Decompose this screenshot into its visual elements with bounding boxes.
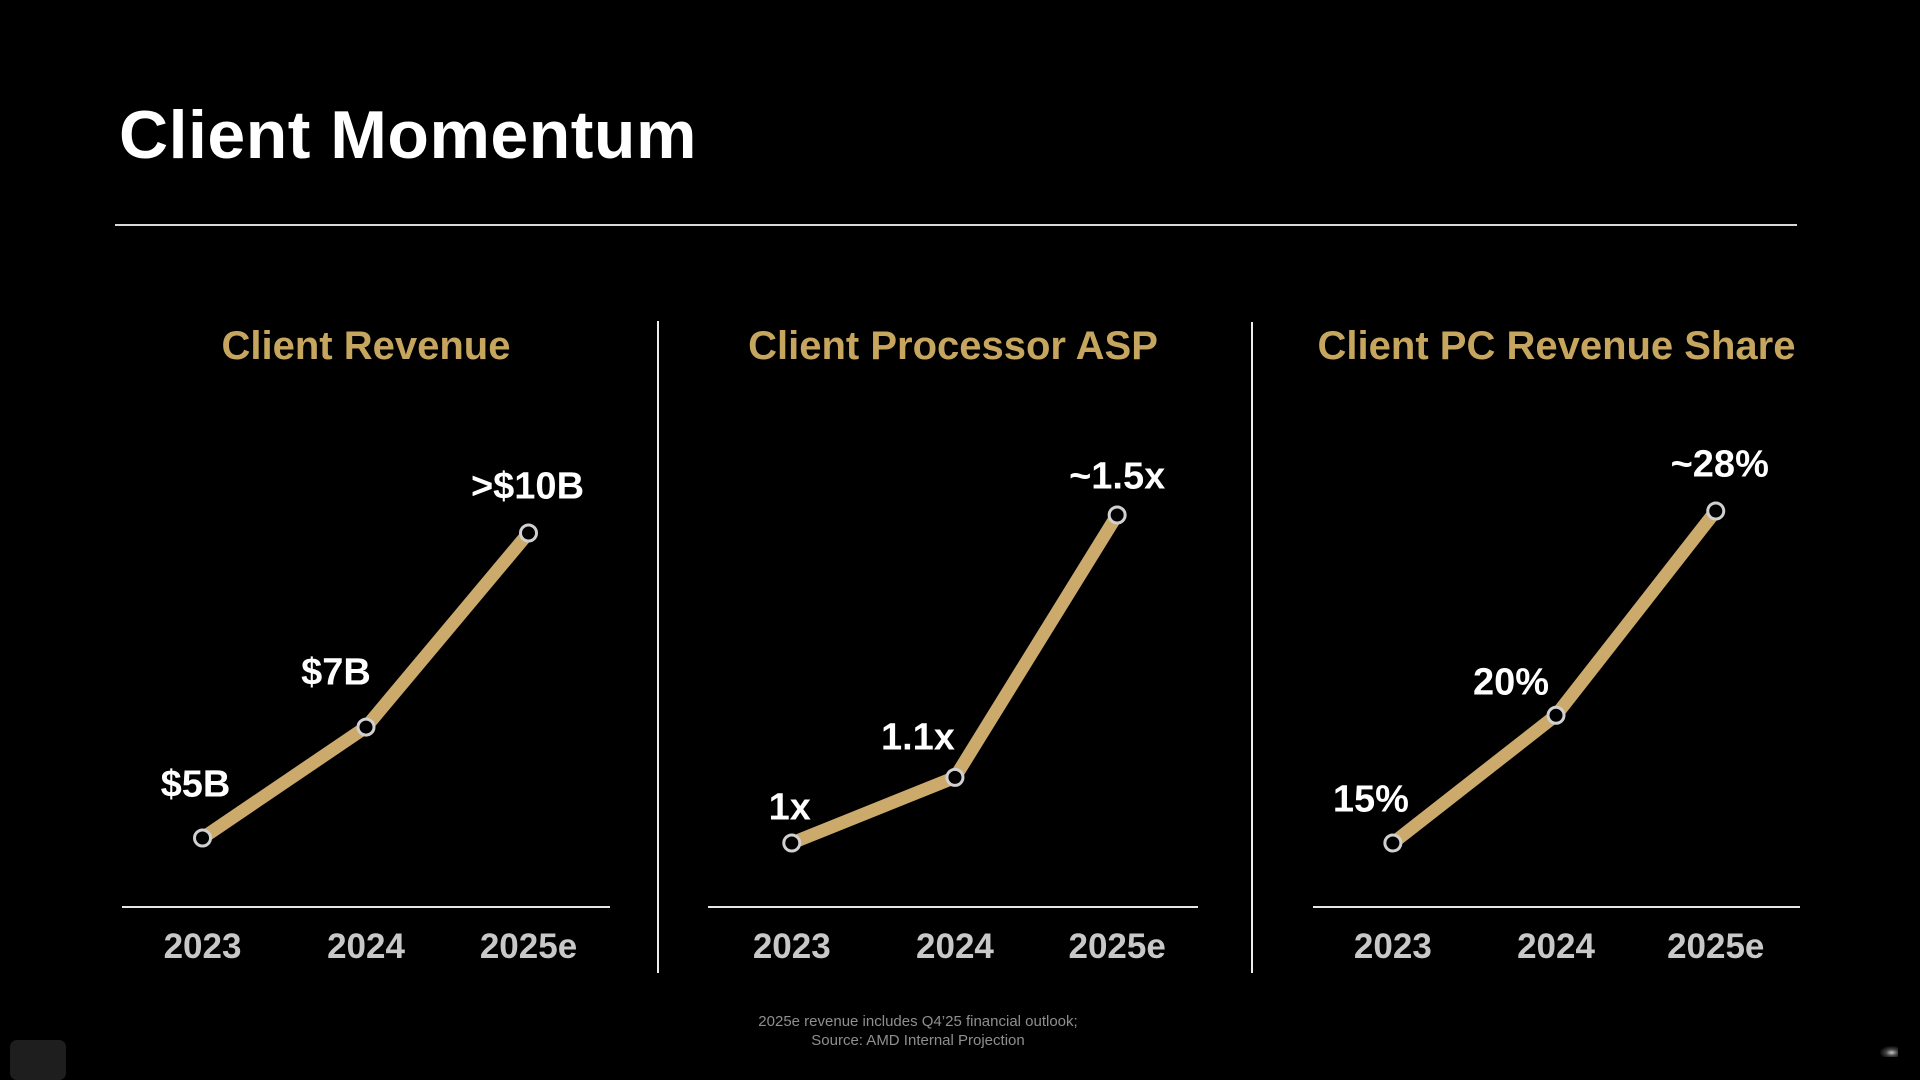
- data-point-marker-chart-2-2023: [1383, 833, 1403, 853]
- x-tick-chart-2-2025e: 2025e: [1667, 927, 1765, 966]
- data-label-chart-1-2023: 1x: [768, 786, 811, 829]
- x-tick-chart-0-2025e: 2025e: [479, 927, 578, 966]
- footnote-line-1: 2025e revenue includes Q4’25 financial o…: [758, 1013, 1078, 1030]
- chart-title-client-pc-revenue-share: Client PC Revenue Share: [1317, 324, 1796, 368]
- data-label-chart-1-2025e: ~1.5x: [1069, 455, 1166, 498]
- corner-overlay: [10, 1040, 66, 1080]
- x-tick-chart-1-2023: 2023: [752, 927, 831, 966]
- x-tick-chart-2-2023: 2023: [1353, 927, 1432, 966]
- data-label-chart-0-2024: $7B: [301, 651, 371, 694]
- x-tick-chart-1-2024: 2024: [916, 927, 994, 966]
- page-title: Client Momentum: [119, 97, 697, 173]
- x-tick-chart-1-2025e: 2025e: [1068, 927, 1166, 966]
- data-label-chart-1-2024: 1.1x: [880, 716, 955, 759]
- x-tick-chart-2-2024: 2024: [1517, 927, 1595, 966]
- data-point-marker-chart-1-2023: [782, 833, 802, 853]
- data-point-marker-chart-2-2024: [1546, 705, 1566, 725]
- data-point-marker-chart-0-2024: [356, 717, 376, 737]
- data-label-chart-2-2024: 20%: [1472, 661, 1550, 704]
- data-point-marker-chart-0-2023: [193, 828, 213, 848]
- data-point-marker-chart-1-2024: [945, 767, 965, 787]
- data-label-chart-0-2023: $5B: [160, 763, 231, 806]
- cursor-artifact: [1880, 1046, 1898, 1057]
- data-label-chart-0-2025e: >$10B: [470, 465, 585, 508]
- x-tick-chart-0-2023: 2023: [163, 927, 242, 966]
- chart-title-client-processor-asp: Client Processor ASP: [748, 324, 1158, 368]
- data-point-marker-chart-1-2025e: [1107, 505, 1127, 525]
- footnote: 2025e revenue includes Q4’25 financial o…: [758, 1012, 1077, 1050]
- data-line-chart-2: [1388, 506, 1721, 849]
- data-label-chart-2-2025e: ~28%: [1670, 443, 1769, 486]
- data-point-marker-chart-2-2025e: [1706, 501, 1726, 521]
- chart-title-client-revenue: Client Revenue: [221, 324, 511, 368]
- x-tick-chart-0-2024: 2024: [327, 927, 405, 966]
- data-label-chart-2-2023: 15%: [1332, 778, 1409, 821]
- title-divider-rule: [115, 224, 1797, 226]
- data-line-chart-1: [789, 511, 1123, 850]
- footnote-line-2: Source: AMD Internal Projection: [811, 1032, 1025, 1049]
- data-point-marker-chart-0-2025e: [519, 523, 539, 543]
